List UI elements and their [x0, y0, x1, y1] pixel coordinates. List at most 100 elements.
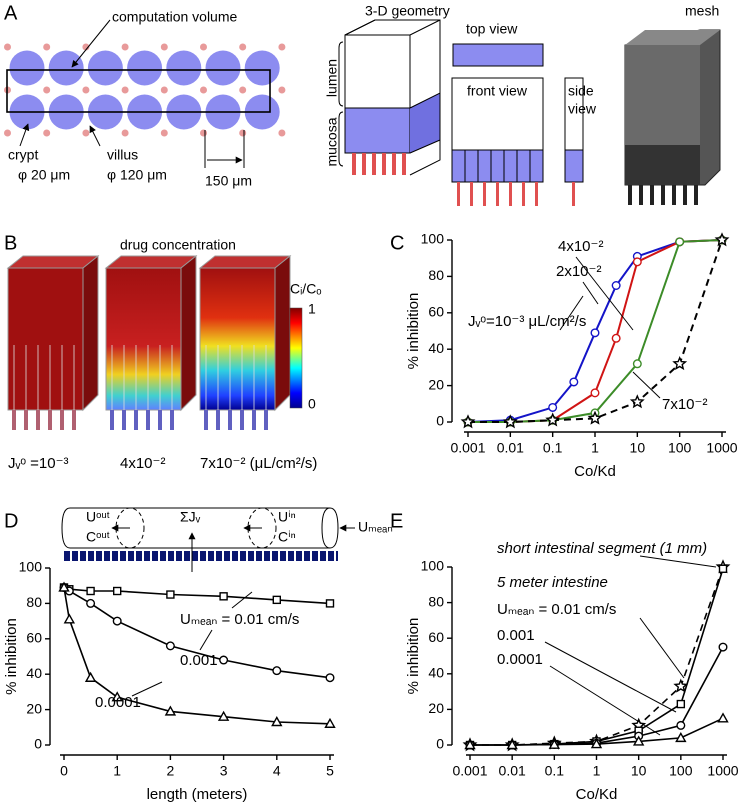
- crypt-dot: [239, 43, 247, 51]
- crypt: [392, 153, 396, 175]
- villus-circle: [9, 50, 45, 86]
- marker: [569, 377, 579, 387]
- x-tick-label: 1: [113, 763, 121, 779]
- crypt: [672, 185, 676, 205]
- crypt-dot: [43, 43, 51, 51]
- crypt: [228, 410, 232, 430]
- y-tick-label: 80: [428, 267, 444, 283]
- marker: [590, 738, 603, 749]
- marker: [219, 592, 228, 601]
- series-label: Jᵥᵒ=10⁻³ μL/cm²/s: [468, 313, 586, 330]
- series-label: Uₘₑₐₙ = 0.01 cm/s: [497, 601, 616, 618]
- series-label: 2x10⁻²: [556, 263, 601, 280]
- annotation: side: [568, 83, 594, 99]
- crypt: [48, 410, 52, 430]
- crypt: [72, 410, 76, 430]
- crypt-dot: [160, 86, 168, 94]
- annotation: Uⁱⁿ: [278, 509, 296, 525]
- x-tick-label: 3: [220, 763, 228, 779]
- y-axis-label: % inhibition: [405, 293, 422, 370]
- series-line: [63, 587, 331, 725]
- marker: [86, 586, 95, 596]
- crypt-dot: [121, 86, 129, 94]
- crypt: [240, 410, 244, 430]
- annotation: 3-D geometry: [365, 3, 450, 19]
- x-tick-label: 0.01: [499, 763, 526, 779]
- crypt: [352, 153, 356, 175]
- colorbar-tick: 1: [308, 301, 316, 317]
- crypts: [352, 153, 406, 175]
- marker: [271, 716, 283, 727]
- y-tick-label: 60: [26, 630, 42, 646]
- marker: [672, 355, 688, 371]
- marker: [629, 394, 645, 409]
- series-label: Uₘₑₐₙ = 0.01 cm/s: [180, 611, 299, 628]
- crypt-dot: [200, 129, 207, 137]
- leader-line: [549, 665, 661, 736]
- x-tick-label: 0: [60, 763, 68, 779]
- panel-letter: C: [390, 232, 404, 254]
- series-label: short intestinal segment (1 mm): [497, 540, 707, 557]
- crypt: [457, 182, 460, 206]
- crypt: [470, 182, 473, 206]
- y-tick-label: 60: [428, 629, 444, 645]
- marker: [590, 328, 600, 338]
- x-tick-label: 0.001: [452, 763, 487, 779]
- marker: [632, 257, 642, 267]
- marker: [587, 410, 603, 425]
- arrow: [89, 125, 101, 147]
- side-view-mucosa: [564, 149, 584, 183]
- crypt-dot: [82, 86, 90, 94]
- panel-letter: D: [4, 510, 18, 532]
- marker: [548, 402, 558, 412]
- crypt-dot: [82, 43, 90, 51]
- y-tick-label: 40: [428, 340, 444, 356]
- crypt: [628, 185, 632, 205]
- annotation: drug concentration: [120, 237, 236, 253]
- crypt-dot: [43, 129, 51, 137]
- marker: [714, 232, 730, 247]
- crypt: [522, 182, 525, 206]
- annotation: villus: [107, 147, 138, 163]
- villus-array: [4, 43, 286, 137]
- annotation: Jᵥᵒ =10⁻³: [8, 455, 69, 472]
- arrow: [71, 19, 111, 68]
- annotation: 7x10⁻² (μL/cm²/s): [200, 455, 317, 472]
- x-tick-label: 0.01: [497, 440, 524, 456]
- villus-circle: [205, 50, 241, 86]
- crypt: [60, 410, 64, 430]
- crypt: [535, 182, 538, 206]
- marker: [611, 333, 621, 343]
- marker: [166, 590, 175, 599]
- marker: [86, 598, 96, 608]
- x-tick-label: 2: [167, 763, 175, 779]
- annotation: mesh: [685, 3, 719, 19]
- marker: [219, 655, 229, 665]
- marker: [164, 705, 177, 716]
- crypt: [158, 410, 162, 430]
- marker: [545, 412, 561, 427]
- crypt: [12, 410, 16, 430]
- y-tick-label: 40: [26, 665, 42, 681]
- villus-circle: [244, 50, 280, 86]
- crypt: [402, 153, 406, 175]
- y-tick-label: 40: [428, 665, 444, 681]
- crypt-dot: [4, 43, 11, 51]
- series-line: [63, 586, 331, 605]
- crypt: [683, 185, 687, 205]
- panel-letter: B: [4, 232, 17, 254]
- leader-line: [575, 256, 634, 331]
- marker: [632, 735, 645, 746]
- colorbar-label: Cᵢ/Cₒ: [290, 281, 322, 297]
- marker: [632, 359, 642, 369]
- x-tick-label: 0.1: [543, 440, 563, 456]
- annotation: top view: [466, 21, 518, 37]
- series-label: 0.001: [497, 627, 535, 644]
- annotation: ΣJᵥ: [180, 509, 201, 525]
- crypt: [694, 185, 698, 205]
- marker: [111, 691, 123, 702]
- crypt-dot: [239, 86, 247, 94]
- x-tick-label: 0.1: [545, 763, 565, 779]
- top-view: [452, 43, 544, 67]
